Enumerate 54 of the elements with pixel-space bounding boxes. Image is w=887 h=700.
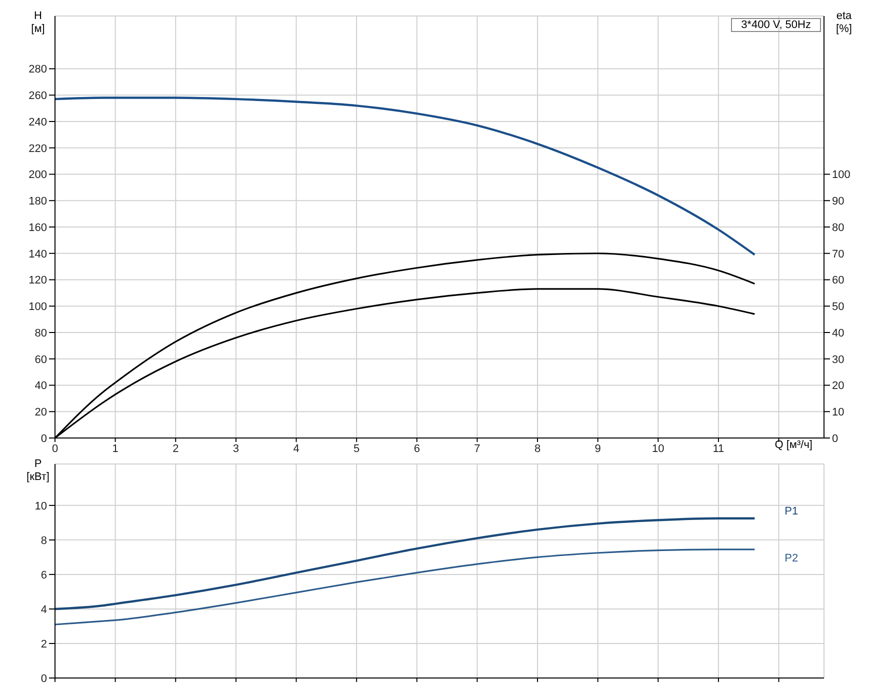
x-tick-label: 3 bbox=[232, 442, 240, 455]
y-tick-label: 20 bbox=[34, 406, 47, 419]
y2-tick-label: 80 bbox=[832, 222, 844, 234]
x-tick-label: 0 bbox=[52, 442, 58, 455]
x-tick-label: 6 bbox=[414, 442, 420, 455]
y-tick-label: 80 bbox=[34, 327, 47, 340]
chart-title: 3*400 V, 50Hz bbox=[741, 19, 811, 31]
y2-tick-label: 50 bbox=[832, 301, 844, 314]
y-tick-label: 0 bbox=[40, 432, 47, 445]
y-tick-label: 160 bbox=[28, 222, 47, 234]
x-tick-label: 2 bbox=[172, 442, 179, 455]
y2-tick-label: 70 bbox=[832, 248, 844, 260]
line-series bbox=[55, 517, 756, 610]
y-tick-label: 140 bbox=[28, 248, 47, 260]
y-axis-title: H [м] bbox=[30, 10, 46, 36]
text: P2 bbox=[784, 552, 798, 564]
y-tick-label: 60 bbox=[34, 354, 47, 366]
x-tick-label: 8 bbox=[534, 442, 541, 455]
y-tick-label: 4 bbox=[40, 604, 47, 616]
y2-tick-label: 30 bbox=[832, 354, 844, 366]
x-tick-label: 5 bbox=[354, 442, 360, 455]
y2-tick-label: 0 bbox=[832, 432, 838, 445]
y2-tick-label: 40 bbox=[832, 327, 844, 340]
y2-tick-label: 60 bbox=[832, 274, 844, 287]
y-tick-label: 40 bbox=[34, 380, 47, 392]
y2-tick-label: 90 bbox=[832, 196, 844, 208]
y-tick-label: 240 bbox=[28, 116, 47, 128]
y-tick-label: 100 bbox=[28, 301, 47, 314]
x-tick-label: 10 bbox=[652, 442, 664, 455]
y-tick-label: 6 bbox=[40, 569, 47, 582]
line-series bbox=[55, 548, 756, 626]
y-tick-label: 280 bbox=[28, 64, 47, 76]
y-axis-title: P [кВт] bbox=[26, 458, 50, 484]
x-tick-label: 1 bbox=[112, 442, 118, 455]
x-tick-label: 4 bbox=[293, 442, 300, 455]
y-tick-label: 180 bbox=[28, 196, 47, 208]
x-axis-title: Q [м³/ч] bbox=[774, 439, 812, 451]
y-tick-label: 10 bbox=[34, 500, 47, 512]
x-tick-label: 7 bbox=[474, 442, 480, 455]
x-tick-label: 9 bbox=[594, 442, 601, 455]
y-tick-label: 220 bbox=[28, 142, 47, 155]
y2-tick-label: 100 bbox=[832, 169, 850, 182]
y-tick-label: 0 bbox=[40, 672, 47, 685]
y-tick-label: 200 bbox=[28, 169, 47, 182]
y-tick-label: 8 bbox=[40, 534, 47, 547]
y2-tick-label: 20 bbox=[832, 380, 844, 392]
line-series bbox=[55, 96, 756, 256]
x-tick-label: 11 bbox=[712, 442, 724, 455]
text: P1 bbox=[784, 505, 798, 518]
y-tick-label: 120 bbox=[28, 274, 47, 287]
y2-axis-title: eta [%] bbox=[835, 10, 853, 36]
y2-tick-label: 10 bbox=[832, 406, 844, 419]
y-tick-label: 2 bbox=[40, 638, 47, 650]
y-tick-label: 260 bbox=[28, 90, 47, 102]
